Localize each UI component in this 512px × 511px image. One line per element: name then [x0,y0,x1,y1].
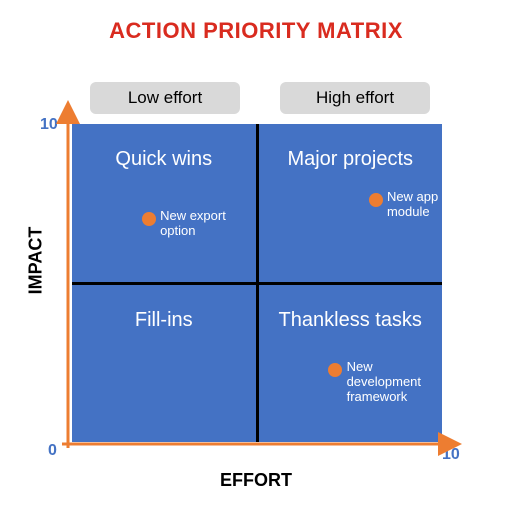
x-axis-label: EFFORT [0,470,512,491]
data-point-dot [369,193,383,207]
y-axis-max: 10 [40,116,58,134]
page-title: ACTION PRIORITY MATRIX [0,18,512,44]
quadrant-title: Major projects [273,148,429,171]
quadrant-thankless-tasks: Thankless tasks New development framewor… [259,285,443,443]
y-axis-label: IMPACT [25,227,46,295]
data-point-label: New development framework [347,360,442,405]
data-point-dot [142,212,156,226]
axis-origin: 0 [48,442,57,460]
x-axis-max: 10 [442,446,460,464]
data-point-label: New app module [387,190,442,220]
quadrant-title: Quick wins [86,148,242,171]
col-header-high-effort: High effort [280,82,430,114]
col-header-low-effort: Low effort [90,82,240,114]
quadrant-title: Fill-ins [86,309,242,332]
data-point-label: New export option [160,209,255,239]
matrix-grid: Quick wins New export option Major proje… [72,124,442,442]
data-point-dot [328,363,342,377]
quadrant-title: Thankless tasks [273,309,429,332]
quadrant-fill-ins: Fill-ins [72,285,256,443]
quadrant-major-projects: Major projects New app module [259,124,443,282]
quadrant-quick-wins: Quick wins New export option [72,124,256,282]
